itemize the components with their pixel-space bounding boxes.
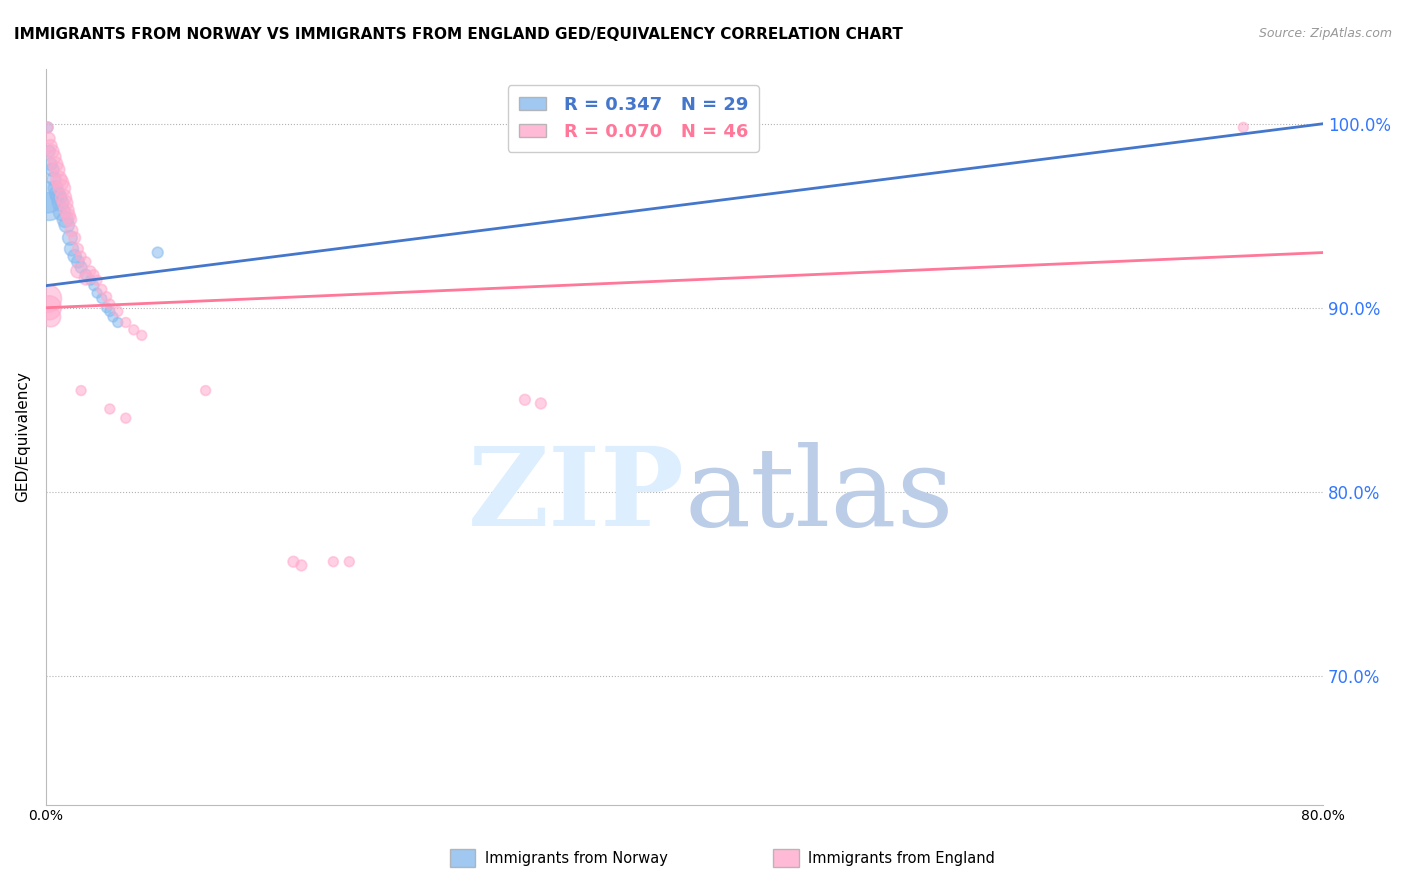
Text: IMMIGRANTS FROM NORWAY VS IMMIGRANTS FROM ENGLAND GED/EQUIVALENCY CORRELATION CH: IMMIGRANTS FROM NORWAY VS IMMIGRANTS FRO… bbox=[14, 27, 903, 42]
Point bbox=[90, 292, 112, 306]
Point bbox=[41, 162, 63, 177]
Point bbox=[46, 186, 69, 201]
Point bbox=[51, 205, 73, 219]
Point bbox=[70, 260, 93, 275]
Point bbox=[41, 145, 63, 159]
Point bbox=[37, 190, 59, 204]
Point bbox=[146, 245, 169, 260]
Point bbox=[63, 231, 86, 245]
Point bbox=[107, 316, 129, 330]
Point bbox=[59, 231, 82, 245]
Point bbox=[42, 172, 65, 186]
Point bbox=[96, 290, 118, 304]
Point bbox=[86, 286, 108, 301]
Point bbox=[52, 190, 75, 204]
Point bbox=[53, 212, 76, 227]
Point bbox=[530, 396, 553, 410]
Point bbox=[66, 254, 89, 268]
Point bbox=[42, 150, 65, 164]
Point bbox=[79, 264, 101, 278]
Point bbox=[38, 200, 60, 214]
Bar bbox=[773, 849, 799, 867]
Point bbox=[63, 249, 86, 263]
Text: Immigrants from Norway: Immigrants from Norway bbox=[485, 851, 668, 865]
Point bbox=[48, 190, 70, 204]
Point bbox=[51, 181, 73, 195]
Point bbox=[58, 209, 80, 223]
Text: Source: ZipAtlas.com: Source: ZipAtlas.com bbox=[1258, 27, 1392, 40]
Point bbox=[46, 162, 69, 177]
Point bbox=[322, 555, 344, 569]
Point bbox=[283, 555, 305, 569]
Point bbox=[37, 120, 59, 135]
Point bbox=[45, 181, 67, 195]
Point bbox=[75, 268, 97, 282]
Point bbox=[86, 273, 108, 287]
Point bbox=[60, 242, 83, 256]
Text: ZIP: ZIP bbox=[468, 442, 685, 549]
Point bbox=[131, 328, 153, 343]
Point bbox=[75, 254, 97, 268]
Point bbox=[290, 558, 312, 573]
Point bbox=[98, 401, 121, 416]
Point bbox=[83, 268, 105, 282]
Point bbox=[114, 316, 136, 330]
Point bbox=[75, 271, 97, 285]
Point bbox=[98, 304, 121, 318]
Legend: R = 0.347   N = 29, R = 0.070   N = 46: R = 0.347 N = 29, R = 0.070 N = 46 bbox=[508, 85, 759, 152]
Point bbox=[337, 555, 360, 569]
Point bbox=[70, 249, 93, 263]
Point bbox=[60, 223, 83, 237]
Point bbox=[1232, 120, 1254, 135]
Point bbox=[122, 323, 145, 337]
Point bbox=[79, 273, 101, 287]
Point bbox=[66, 242, 89, 256]
Point bbox=[114, 411, 136, 425]
Point bbox=[39, 138, 62, 153]
Point bbox=[513, 392, 536, 407]
Point bbox=[48, 172, 70, 186]
Point bbox=[38, 145, 60, 159]
Point bbox=[194, 384, 217, 398]
Point bbox=[53, 195, 76, 210]
Point bbox=[49, 176, 72, 190]
Point bbox=[39, 310, 62, 324]
Bar bbox=[450, 849, 475, 867]
Point bbox=[55, 203, 77, 218]
Y-axis label: GED/Equivalency: GED/Equivalency bbox=[15, 371, 30, 502]
Point bbox=[96, 301, 118, 315]
Point bbox=[83, 278, 105, 293]
Point bbox=[70, 384, 93, 398]
Point bbox=[38, 301, 60, 315]
Point bbox=[37, 292, 59, 306]
Point bbox=[98, 297, 121, 311]
Point bbox=[38, 131, 60, 145]
Point bbox=[101, 310, 124, 324]
Point bbox=[66, 264, 89, 278]
Point bbox=[107, 304, 129, 318]
Point bbox=[55, 218, 77, 232]
Point bbox=[37, 120, 59, 135]
Point bbox=[39, 157, 62, 171]
Point bbox=[45, 157, 67, 171]
Text: atlas: atlas bbox=[685, 442, 955, 549]
Point bbox=[90, 282, 112, 296]
Text: Immigrants from England: Immigrants from England bbox=[808, 851, 995, 865]
Point bbox=[59, 212, 82, 227]
Point bbox=[49, 195, 72, 210]
